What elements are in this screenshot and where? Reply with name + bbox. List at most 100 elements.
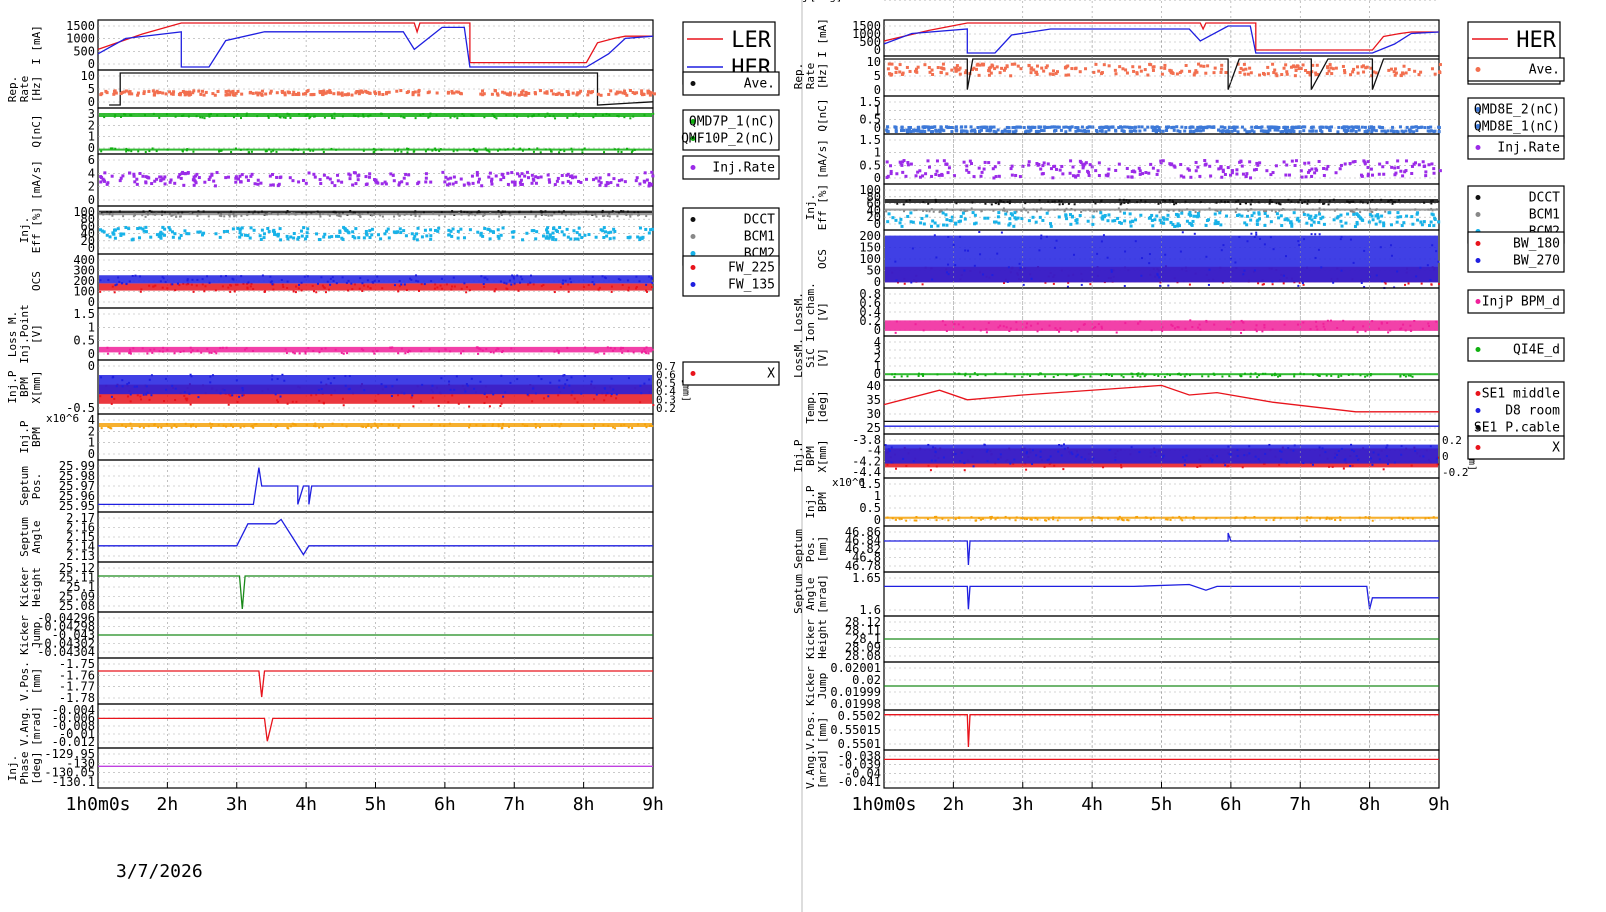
series-point-gray xyxy=(1435,208,1438,211)
series-point-blue xyxy=(129,393,132,396)
series-point-salmon xyxy=(387,90,391,94)
series-point-purple xyxy=(889,169,893,173)
series-point-cyan xyxy=(919,221,923,225)
series-point-lblue xyxy=(1426,125,1430,129)
y-axis-label: [Hz] xyxy=(30,76,43,103)
series-point-pink xyxy=(1139,320,1142,323)
series-point-green xyxy=(521,149,524,152)
series-point-blue xyxy=(999,453,1002,456)
series-point-lblue xyxy=(1007,130,1011,134)
series-point-blue xyxy=(1303,238,1306,241)
series-point-salmon xyxy=(1219,70,1223,74)
series-point-green xyxy=(265,150,268,153)
series-point-blue xyxy=(486,278,489,281)
series-point-lblue xyxy=(1290,125,1294,129)
series-point-gray xyxy=(960,208,963,211)
series-point-purple xyxy=(133,180,137,184)
series-point-blue xyxy=(1159,284,1162,287)
series-point-lblue xyxy=(1217,128,1221,132)
series-point-orange xyxy=(602,424,605,427)
legend-label: LER xyxy=(731,28,771,53)
series-point-cyan xyxy=(1245,223,1249,227)
series-point-lblue xyxy=(1201,126,1205,130)
series-point-lblue xyxy=(1102,126,1106,130)
series-point-green xyxy=(405,147,408,150)
series-point-cyan xyxy=(638,238,642,242)
series-point-green xyxy=(331,117,334,120)
series-point-purple xyxy=(99,180,103,184)
series-point-gray xyxy=(1236,207,1239,210)
series-point-green xyxy=(330,114,333,117)
y-axis-label: [mm] xyxy=(30,668,43,695)
series-point-salmon xyxy=(538,89,542,93)
series-point-lblue xyxy=(1053,129,1057,133)
series-point-salmon xyxy=(455,90,459,94)
series-point-black xyxy=(1060,200,1063,203)
series-point-blue xyxy=(1246,240,1249,243)
series-point-blue xyxy=(1340,269,1343,272)
series-point-cyan xyxy=(1411,222,1415,226)
series-point-cyan xyxy=(512,230,516,234)
series-point-purple xyxy=(597,179,601,183)
series-point-purple xyxy=(1155,172,1159,176)
series-point-purple xyxy=(604,183,608,187)
series-point-lblue xyxy=(1078,129,1082,133)
series-point-black xyxy=(1350,200,1353,203)
series-point-red xyxy=(203,290,206,293)
series-point-blue xyxy=(627,377,630,380)
legend-label: DCCT xyxy=(1529,191,1560,206)
series-point-pink xyxy=(1409,324,1412,327)
series-point-salmon xyxy=(178,92,182,96)
series-point-lblue xyxy=(1027,129,1031,133)
series-point-lblue xyxy=(1172,128,1176,132)
series-point-lblue xyxy=(994,130,998,134)
series-point-orange xyxy=(534,423,537,426)
series-point-blue xyxy=(1030,277,1033,280)
series-point-salmon xyxy=(170,92,174,96)
series-point-orange xyxy=(1171,516,1174,519)
series-point-green xyxy=(462,114,465,117)
series-point-black xyxy=(1061,203,1064,206)
series-point-green xyxy=(374,149,377,152)
series-point-blue xyxy=(483,393,486,396)
series-point-red xyxy=(439,284,442,287)
series-point-green xyxy=(1256,376,1259,379)
series-point-purple xyxy=(534,175,538,179)
series-point-purple xyxy=(1104,173,1108,177)
series-point-purple xyxy=(906,163,910,167)
series-point-purple xyxy=(1230,171,1234,175)
series-point-blue xyxy=(384,385,387,388)
series-point-lblue xyxy=(1140,125,1144,129)
series-point-cyan xyxy=(330,235,334,239)
series-point-green xyxy=(1082,376,1085,379)
series-point-red xyxy=(139,290,142,293)
series-point-green xyxy=(617,115,620,118)
series-point-cyan xyxy=(447,228,451,232)
series-point-purple xyxy=(1114,168,1118,172)
series-point-pink xyxy=(1435,320,1438,323)
series-point-purple xyxy=(312,172,316,176)
series-point-gray xyxy=(1368,207,1371,210)
series-point-gray xyxy=(336,214,339,217)
series-point-purple xyxy=(177,175,181,179)
series-point-gray xyxy=(134,214,137,217)
series-point-green xyxy=(630,151,633,154)
series-point-salmon xyxy=(1064,73,1068,77)
series-point-lblue xyxy=(1384,130,1388,134)
series-point-pink xyxy=(106,346,109,349)
series-point-cyan xyxy=(323,232,327,236)
series-point-purple xyxy=(642,179,646,183)
series-point-salmon xyxy=(895,67,899,71)
series-point-black xyxy=(620,210,623,213)
series-point-red xyxy=(187,283,190,286)
series-point-blue xyxy=(421,383,424,386)
series-point-green xyxy=(536,147,539,150)
series-point-red xyxy=(1410,464,1413,467)
series-point-green xyxy=(246,148,249,151)
series-point-gray xyxy=(535,214,538,217)
series-point-orange xyxy=(429,423,432,426)
series-point-red xyxy=(486,396,489,399)
series-point-salmon xyxy=(127,90,131,94)
series-point-blue xyxy=(639,384,642,387)
series-point-red xyxy=(174,399,177,402)
